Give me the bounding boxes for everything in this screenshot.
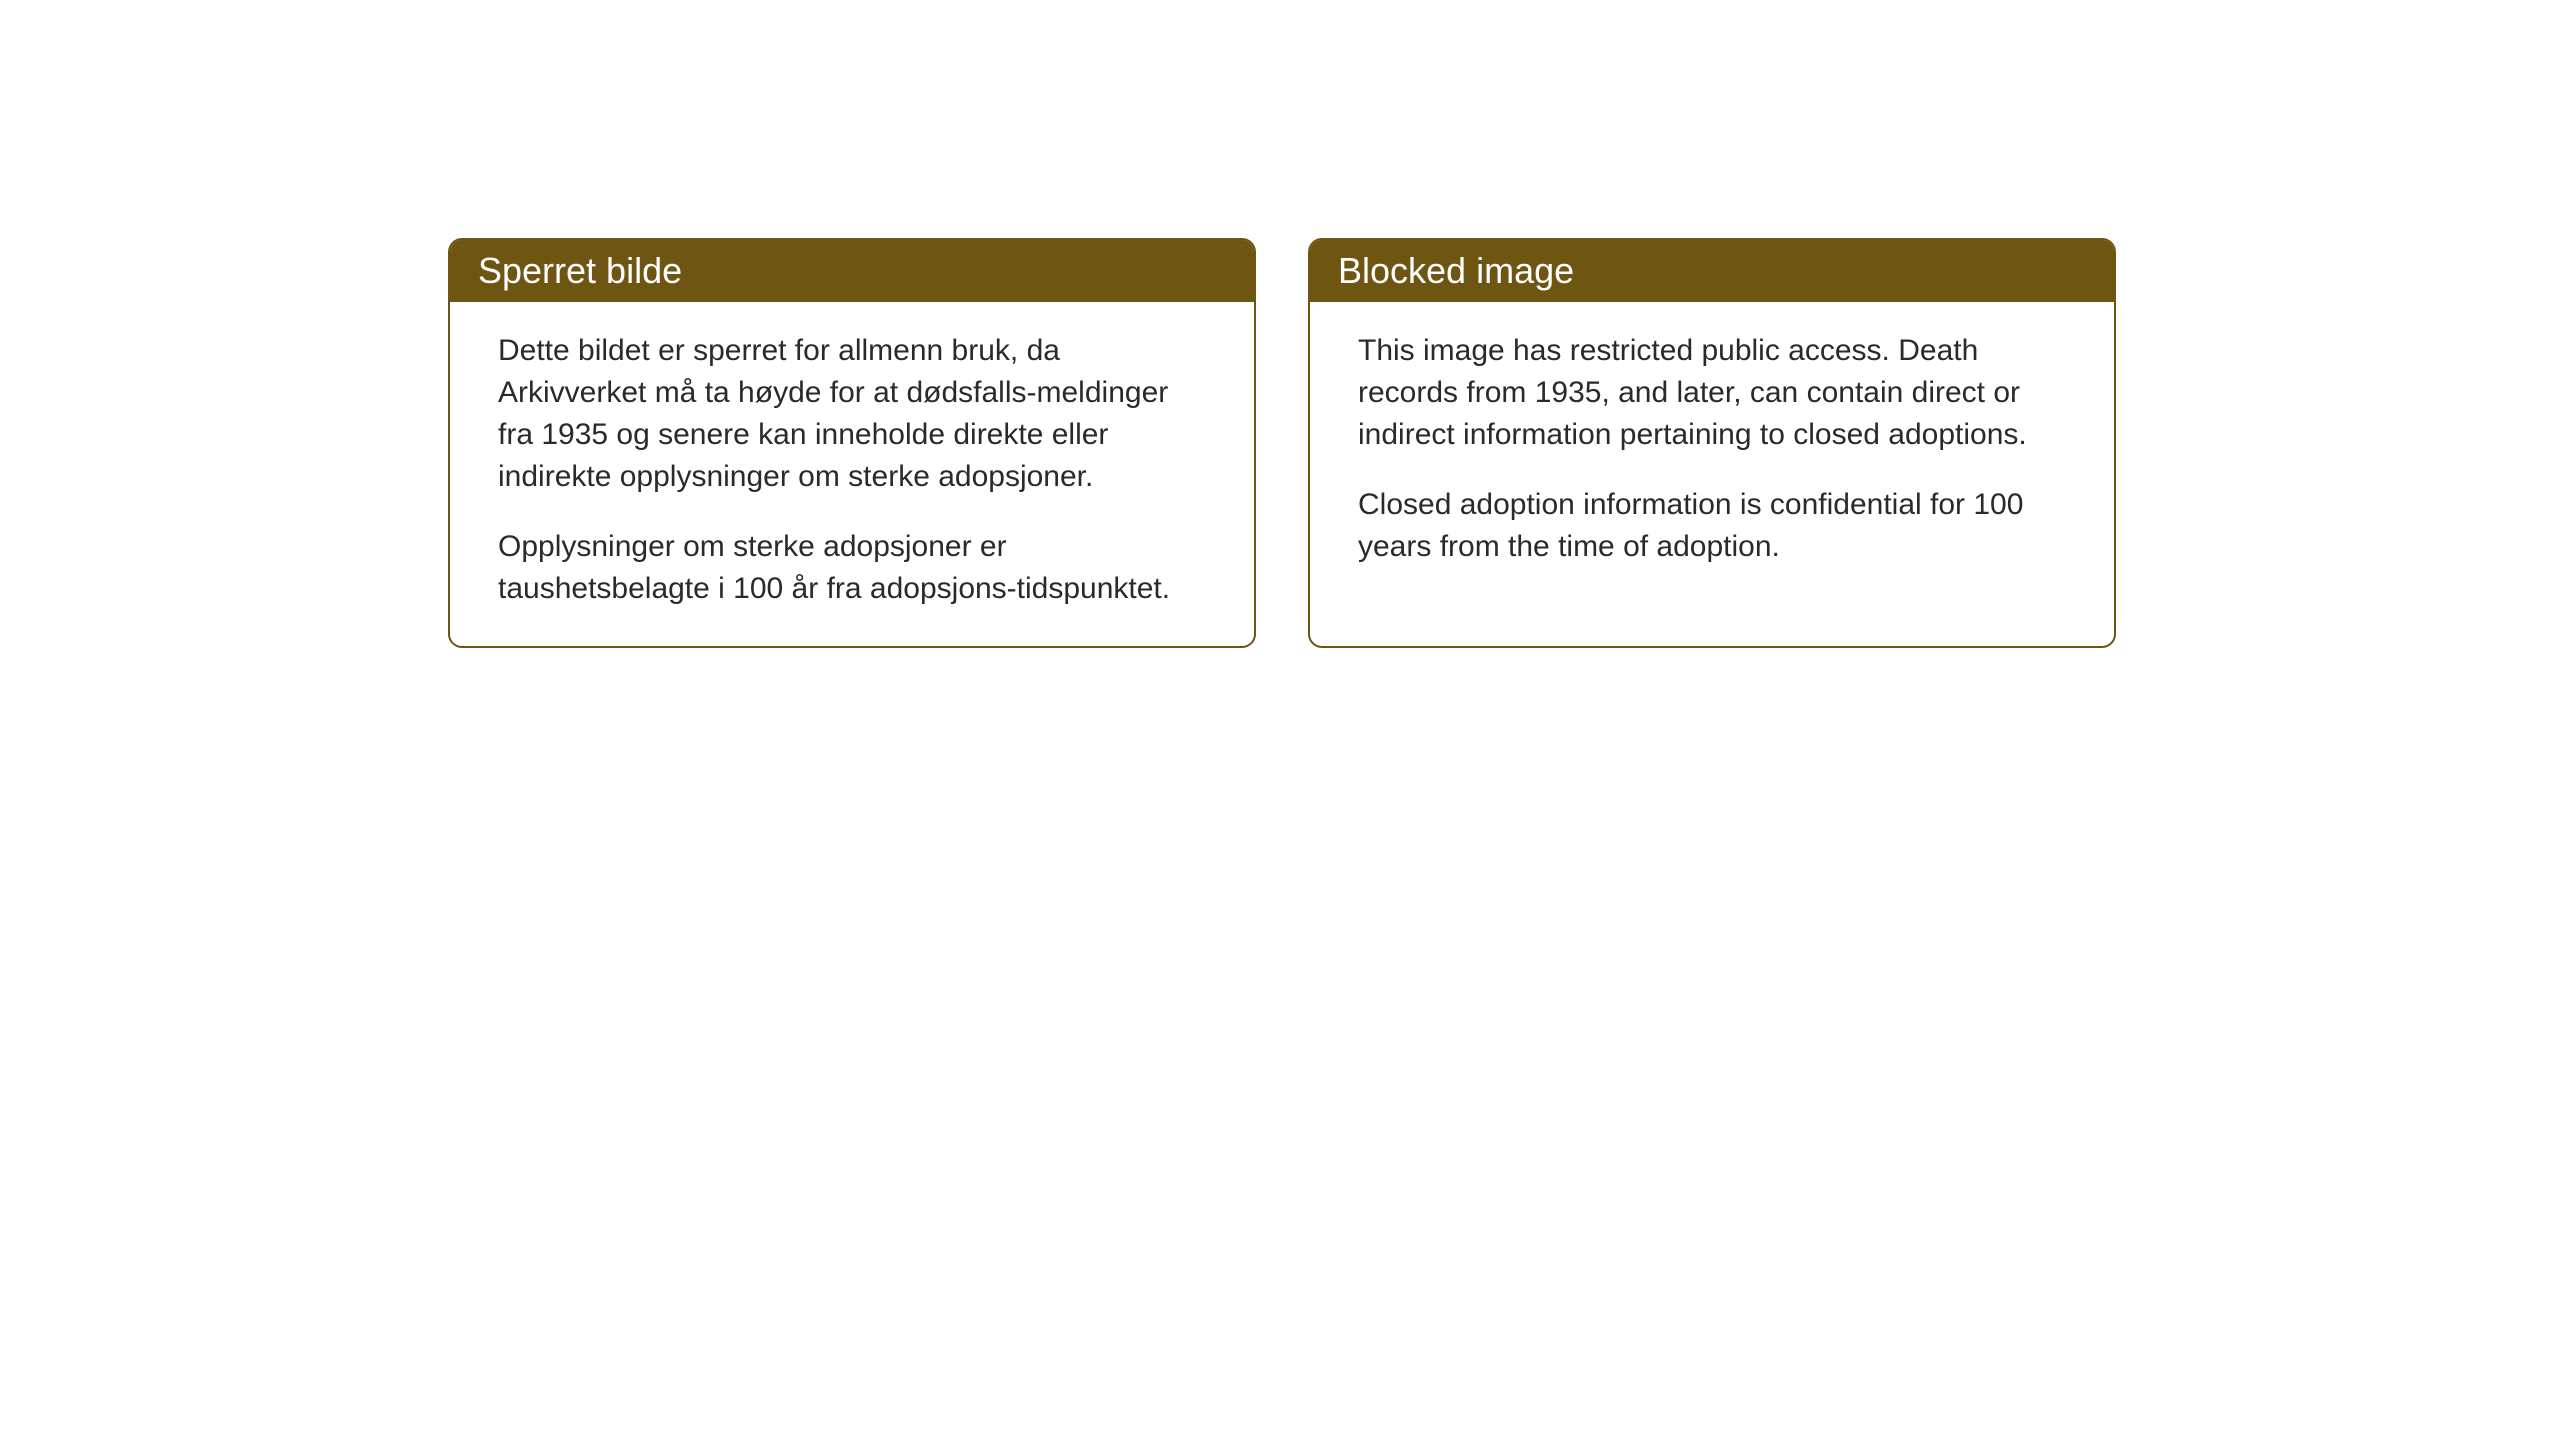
notice-body-english: This image has restricted public access.…	[1310, 302, 2114, 604]
notice-paragraph-2-norwegian: Opplysninger om sterke adopsjoner er tau…	[498, 526, 1206, 610]
notice-paragraph-2-english: Closed adoption information is confident…	[1358, 484, 2066, 568]
notice-card-norwegian: Sperret bilde Dette bildet er sperret fo…	[448, 238, 1256, 648]
notice-title-norwegian: Sperret bilde	[478, 250, 682, 291]
notice-body-norwegian: Dette bildet er sperret for allmenn bruk…	[450, 302, 1254, 646]
notice-header-english: Blocked image	[1310, 240, 2114, 302]
notice-paragraph-1-norwegian: Dette bildet er sperret for allmenn bruk…	[498, 330, 1206, 498]
notice-header-norwegian: Sperret bilde	[450, 240, 1254, 302]
notice-title-english: Blocked image	[1338, 250, 1574, 291]
notice-paragraph-1-english: This image has restricted public access.…	[1358, 330, 2066, 456]
notice-container: Sperret bilde Dette bildet er sperret fo…	[448, 238, 2560, 648]
notice-card-english: Blocked image This image has restricted …	[1308, 238, 2116, 648]
